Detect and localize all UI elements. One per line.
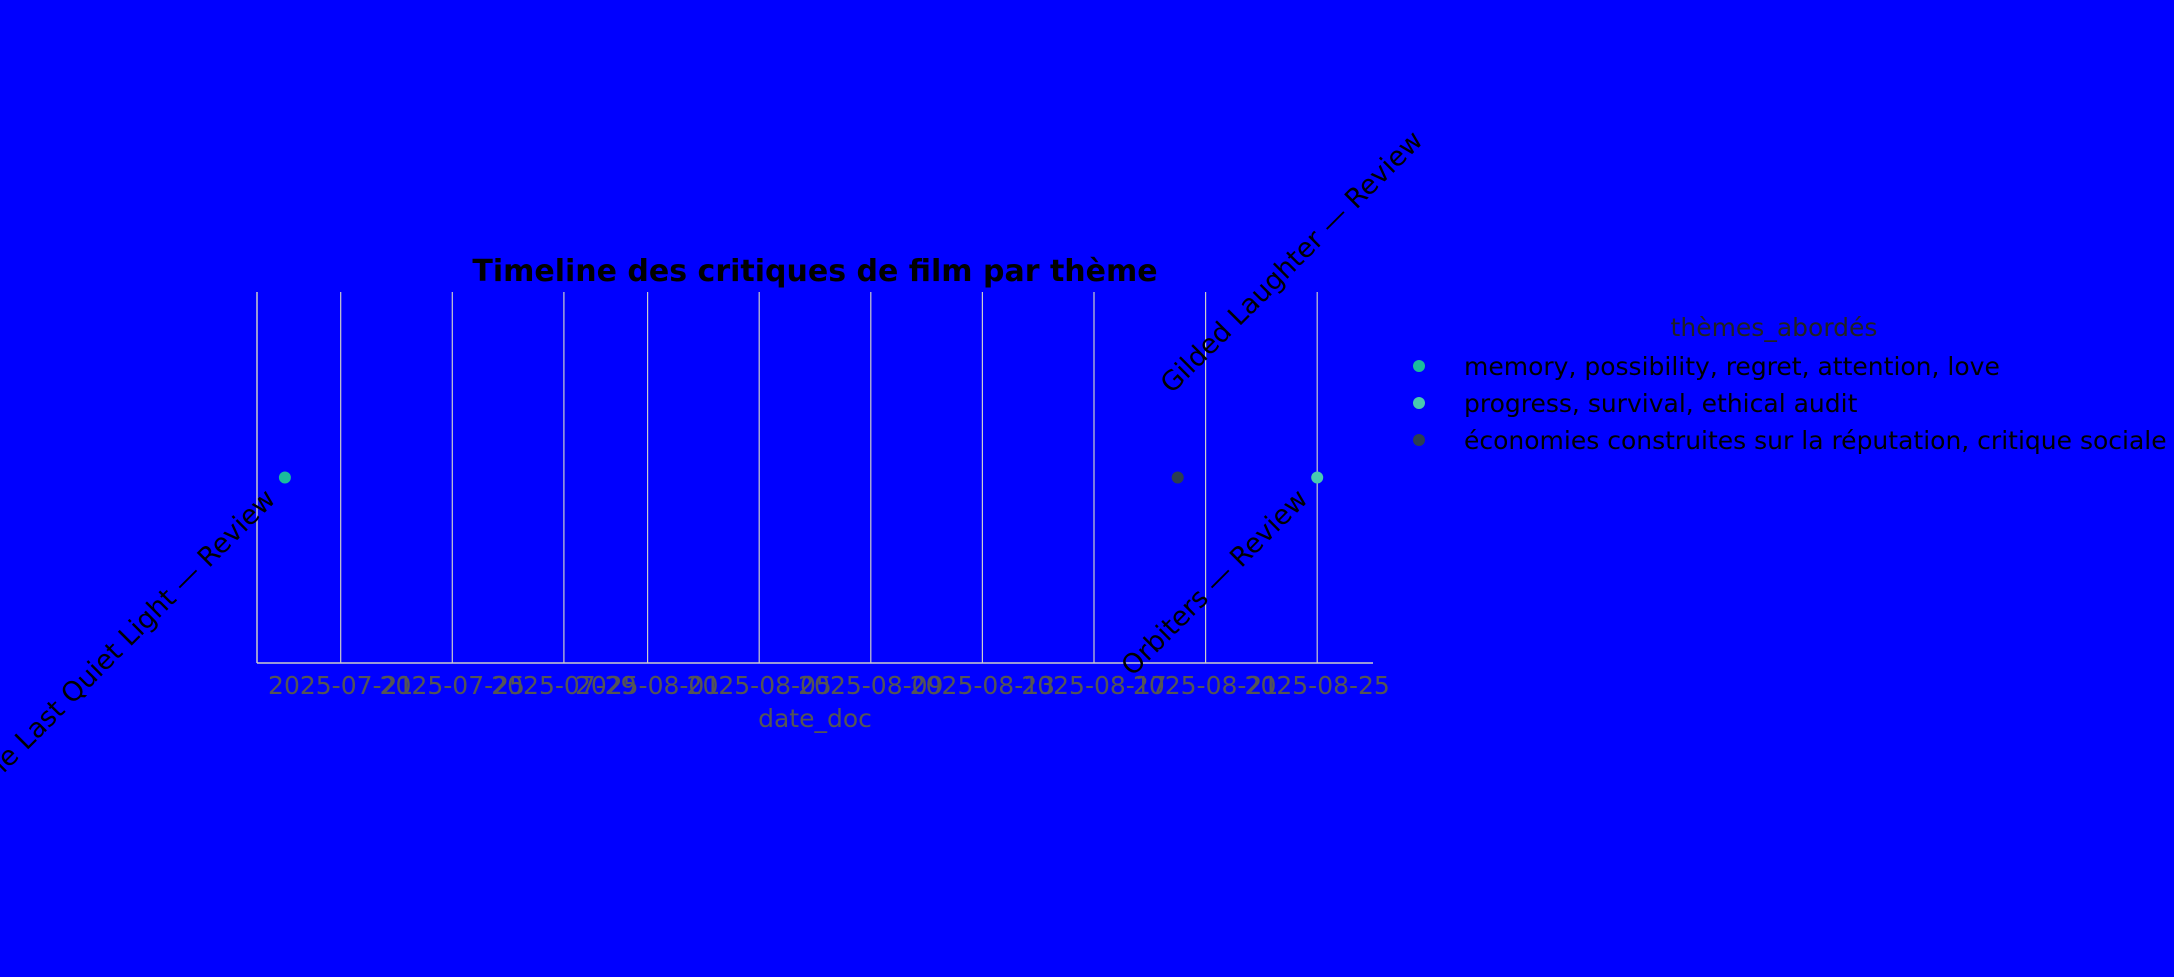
data-point-1: [1171, 471, 1184, 484]
legend-items: memory, possibility, regret, attention, …: [1413, 352, 2167, 455]
x-tick-labels: 2025-07-212025-07-252025-07-292025-08-01…: [268, 671, 1390, 700]
x-tick-label-7: 2025-08-17: [1021, 671, 1166, 700]
data-points: [278, 471, 1324, 484]
x-tick-label-3: 2025-08-01: [575, 671, 720, 700]
x-tick-label-0: 2025-07-21: [268, 671, 413, 700]
legend-marker-0: [1413, 360, 1425, 372]
legend-label-0: memory, possibility, regret, attention, …: [1464, 352, 2000, 381]
x-tick-label-9: 2025-08-25: [1245, 671, 1390, 700]
legend-label-2: économies construites sur la réputation,…: [1464, 426, 2167, 455]
x-tick-label-8: 2025-08-21: [1133, 671, 1278, 700]
x-tick-label-5: 2025-08-09: [798, 671, 943, 700]
legend-marker-1: [1413, 397, 1425, 409]
data-point-2: [1311, 471, 1324, 484]
data-point-0: [278, 471, 291, 484]
x-tick-label-6: 2025-08-13: [910, 671, 1055, 700]
legend: thèmes_abordés memory, possibility, regr…: [1413, 313, 2167, 455]
x-tick-label-2: 2025-07-29: [491, 671, 636, 700]
x-tick-label-1: 2025-07-25: [380, 671, 525, 700]
x-tick-label-4: 2025-08-05: [687, 671, 832, 700]
x-axis-label: date_doc: [758, 704, 872, 733]
chart-title: Timeline des critiques de film par thème: [472, 254, 1157, 289]
legend-label-1: progress, survival, ethical audit: [1464, 389, 1858, 418]
legend-marker-2: [1413, 434, 1425, 446]
gridlines: [340, 292, 1318, 663]
legend-title: thèmes_abordés: [1671, 313, 1878, 342]
